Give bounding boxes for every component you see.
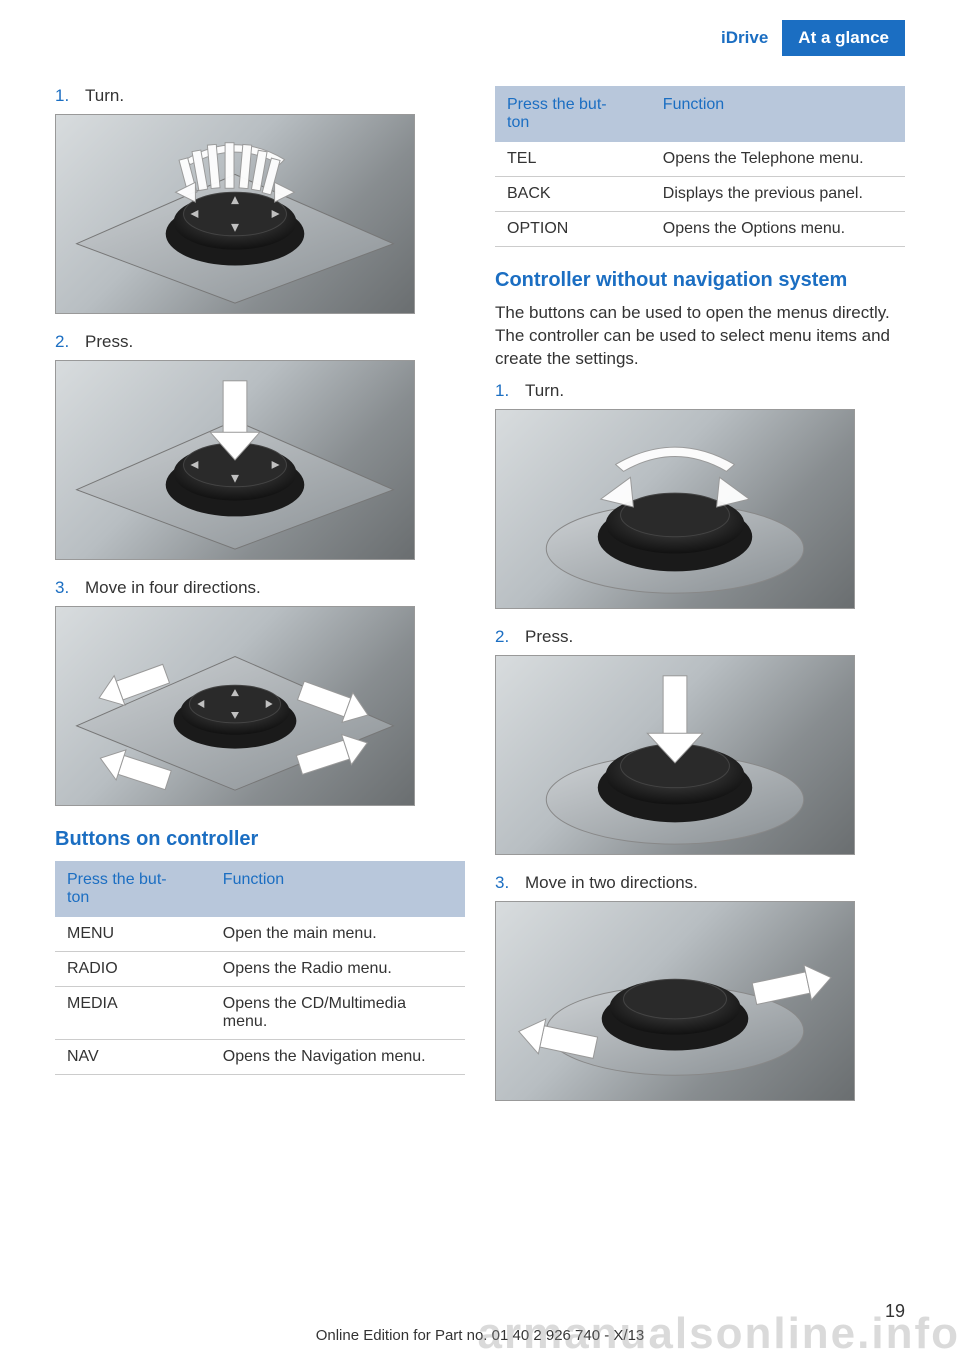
header-section: iDrive	[707, 20, 782, 56]
table-row: MEDIAOpens the CD/Multimedia menu.	[55, 987, 465, 1040]
cell-button: OPTION	[495, 212, 651, 247]
step-text: Press.	[85, 332, 133, 352]
cell-button: NAV	[55, 1040, 211, 1075]
step-2: 2. Press.	[55, 332, 465, 352]
step-text: Press.	[525, 627, 573, 647]
step-number: 1.	[495, 381, 515, 401]
cell-button: BACK	[495, 177, 651, 212]
cell-button: RADIO	[55, 952, 211, 987]
subhead-buttons: Buttons on controller	[55, 828, 465, 851]
table-row: TELOpens the Telephone menu.	[495, 142, 905, 177]
step-2: 2. Press.	[495, 627, 905, 647]
table-row: MENUOpen the main menu.	[55, 917, 465, 952]
table-row: OPTIONOpens the Options menu.	[495, 212, 905, 247]
cell-function: Opens the Telephone menu.	[651, 142, 905, 177]
step-number: 3.	[495, 873, 515, 893]
intro-paragraph: The buttons can be used to open the menu…	[495, 302, 905, 371]
left-column: 1. Turn.	[55, 86, 465, 1119]
cell-button: MEDIA	[55, 987, 211, 1040]
page-content: 1. Turn.	[0, 56, 960, 1119]
step-number: 3.	[55, 578, 75, 598]
step-3: 3. Move in two directions.	[495, 873, 905, 893]
figure-press-4way	[55, 360, 415, 560]
figure-turn-4way	[55, 114, 415, 314]
page-header: iDrive At a glance	[0, 0, 960, 56]
table-head-function: Function	[651, 86, 905, 142]
cell-button: TEL	[495, 142, 651, 177]
step-text: Turn.	[85, 86, 124, 106]
subhead-controller-without-nav: Controller without navigation system	[495, 269, 905, 292]
figure-turn-2way	[495, 409, 855, 609]
step-text: Move in two directions.	[525, 873, 698, 893]
right-column: Press the but‐ ton Function TELOpens the…	[495, 86, 905, 1119]
cell-function: Displays the previous panel.	[651, 177, 905, 212]
step-number: 1.	[55, 86, 75, 106]
cell-function: Open the main menu.	[211, 917, 465, 952]
table-row: RADIOOpens the Radio menu.	[55, 952, 465, 987]
table-row: NAVOpens the Navigation menu.	[55, 1040, 465, 1075]
cell-function: Opens the CD/Multimedia menu.	[211, 987, 465, 1040]
cell-function: Opens the Radio menu.	[211, 952, 465, 987]
table-head-button: Press the but‐ ton	[55, 861, 211, 917]
step-1: 1. Turn.	[55, 86, 465, 106]
header-chapter: At a glance	[782, 20, 905, 56]
cell-button: MENU	[55, 917, 211, 952]
table-row: BACKDisplays the previous panel.	[495, 177, 905, 212]
cell-function: Opens the Navigation menu.	[211, 1040, 465, 1075]
figure-press-2way	[495, 655, 855, 855]
buttons-table-right: Press the but‐ ton Function TELOpens the…	[495, 86, 905, 247]
step-text: Move in four directions.	[85, 578, 261, 598]
table-head-function: Function	[211, 861, 465, 917]
step-number: 2.	[495, 627, 515, 647]
buttons-table-left: Press the but‐ ton Function MENUOpen the…	[55, 861, 465, 1075]
figure-move-4way	[55, 606, 415, 806]
step-1: 1. Turn.	[495, 381, 905, 401]
step-number: 2.	[55, 332, 75, 352]
watermark: armanualsonline.info	[477, 1309, 960, 1359]
cell-function: Opens the Options menu.	[651, 212, 905, 247]
step-3: 3. Move in four directions.	[55, 578, 465, 598]
figure-move-2way	[495, 901, 855, 1101]
step-text: Turn.	[525, 381, 564, 401]
table-head-button: Press the but‐ ton	[495, 86, 651, 142]
